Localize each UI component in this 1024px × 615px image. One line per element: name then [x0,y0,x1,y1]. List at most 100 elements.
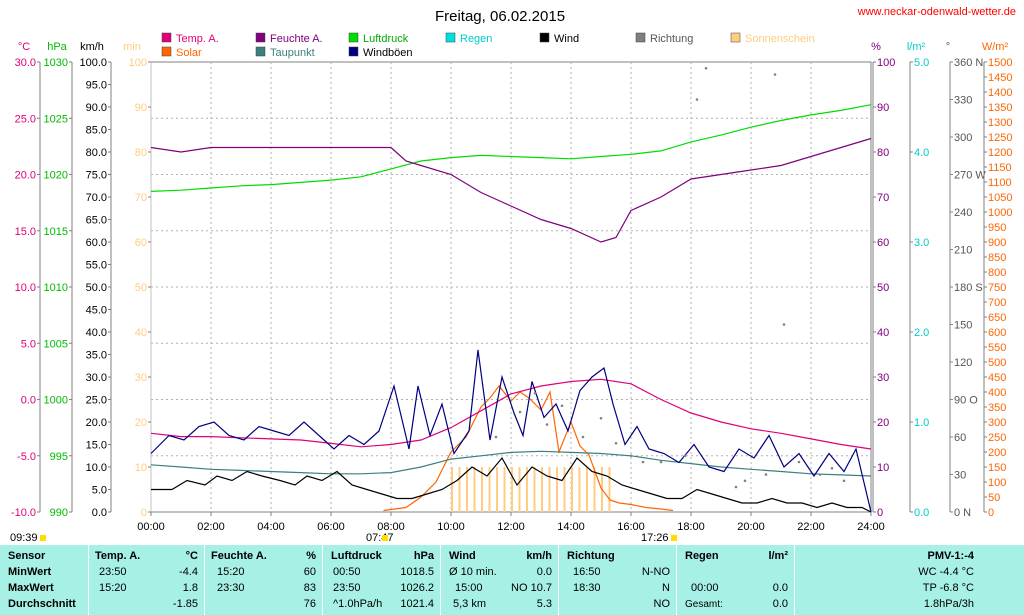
axis-unit-headers: °C hPa km/h min% l/m² ° W/m² [18,41,1009,53]
luftdruck-min-value: 1018.5 [400,566,434,578]
temp_c-tick-label: 0.0 [21,395,36,407]
sunshine-bar [503,467,506,512]
hpa-tick-label: 1030 [44,57,68,69]
legend-swatch [348,32,359,43]
wm2-tick-label: 900 [988,237,1006,249]
x-tick-label: 08:00 [377,521,405,533]
col-pmv: PMV-1:-4 WC -4.4 °C TP -6.8 °C 1.8hPa/3h [795,545,1024,615]
wm2-tick-label: 1450 [988,72,1012,84]
direction-point [581,435,585,439]
min-tick-label: 90 [135,102,147,114]
min-tick-label: 50 [135,282,147,294]
hpa-tick-label: 1025 [44,113,68,125]
deg-tick-label: 180 S [954,282,983,294]
legend-swatch [730,32,741,43]
kmh-tick-label: 40.0 [86,327,107,339]
series-windböen [150,349,872,513]
min-tick-label: 30 [135,372,147,384]
direction-point [659,460,663,464]
luftdruck-trend: ^1.0hPa/h [333,598,383,610]
wm2-tick-label: 500 [988,357,1006,369]
hpa-tick-label: 990 [50,507,68,519]
pct-tick-label: 40 [877,327,889,339]
pmv-header: PMV-1:-4 [927,550,974,562]
sunshine-bar [571,467,573,512]
col-wind: Wind km/h Ø 10 min. 0.0 15:00 NO 10.7 5,… [441,545,558,615]
temp_c-tick-label: -5.0 [17,451,36,463]
sunrise-time: 07:47 [366,532,394,544]
luftdruck-avg-value: 1021.4 [400,598,434,610]
kmh-tick-label: 80.0 [86,147,107,159]
direction-point [518,410,522,414]
axis-unit: min [123,41,141,53]
wm2-tick-label: 1100 [988,177,1012,189]
legend-label: Windböen [363,47,413,59]
legend-label: Taupunkt [270,47,315,59]
wm2-tick-label: 300 [988,417,1006,429]
min-tick-label: 100 [129,57,147,69]
sunset-marker [671,535,677,541]
weather-chart: Freitag, 06.02.2015 www.neckar-odenwald-… [10,6,1016,544]
direction-point [797,460,801,464]
deg-tick-label: 300 [954,132,972,144]
deg-tick-label: 150 [954,320,972,332]
wm2-tick-label: 1000 [988,207,1012,219]
axis-unit: °C [18,41,30,53]
direction-point [842,479,846,483]
deg-tick-label: 330 [954,95,972,107]
richtung-avg-value: NO [653,598,671,610]
luftdruck-max-value: 1026.2 [400,582,434,594]
temp_c-tick-label: 25.0 [15,113,36,125]
wind-avg10-label: Ø 10 min. [449,566,497,578]
direction-point [782,323,786,326]
deg-tick-label: 270 W [954,170,986,182]
kmh-tick-label: 65.0 [86,215,107,227]
hpa-tick-label: 1005 [44,338,68,350]
wm2-tick-label: 750 [988,282,1006,294]
sunshine-bar [586,467,588,512]
x-tick-label: 14:00 [557,521,585,533]
pct-tick-label: 50 [877,282,889,294]
stats-table: Sensor MinWert MaxWert Durchschnitt Temp… [0,545,1024,615]
temp-header: Temp. A. [95,550,141,562]
luftdruck-max-time: 23:50 [333,582,361,594]
deg-tick-label: 90 O [954,395,978,407]
sunrise-marker [382,535,388,541]
feuchte-max-time: 23:30 [217,582,245,594]
direction-point [683,454,687,458]
direction-point [764,473,768,476]
x-tick-label: 24:00 [857,521,885,533]
axis-unit: hPa [47,41,67,53]
col-temp: Temp. A. °C 23:50 -4.4 15:20 1.8 -1.85 [89,545,204,615]
deg-tick-label: 360 N [954,57,983,69]
sunshine-bar [518,467,521,512]
x-tick-label: 10:00 [437,521,465,533]
series-feuchte-a [150,137,872,243]
x-axis: 00:00 02:00 04:00 06:00 08:00 10:00 12:00 14:00… [137,512,885,533]
direction-point [734,485,738,489]
sunshine-bar [488,467,491,512]
wm2-tick-label: 650 [988,312,1006,324]
temp-min-value: -4.4 [179,566,198,578]
sunshine-bar [466,467,468,512]
luftdruck-min-time: 00:50 [333,566,361,578]
wm2-tick-label: 350 [988,402,1006,414]
sun-markers: 09:39 07:47 17:26 [10,532,677,544]
axis-unit: ° [946,41,950,53]
pct-tick-label: 30 [877,372,889,384]
kmh-tick-label: 25.0 [86,395,107,407]
sunshine-bar [526,467,528,512]
kmh-tick-label: 0.0 [92,507,107,519]
wm2-tick-label: 450 [988,372,1006,384]
pct-tick-label: 20 [877,417,889,429]
website-link[interactable]: www.neckar-odenwald-wetter.de [857,6,1016,18]
wm2-tick-label: 1400 [988,87,1012,99]
richtung-max-value: N [662,582,670,594]
rain-tick-label: 3.0 [914,237,929,249]
feuchte-max-value: 83 [303,582,316,594]
kmh-tick-label: 35.0 [86,350,107,362]
x-tick-label: 00:00 [137,521,165,533]
direction-point [773,73,777,76]
wind-distance: 5,3 km [453,598,487,610]
